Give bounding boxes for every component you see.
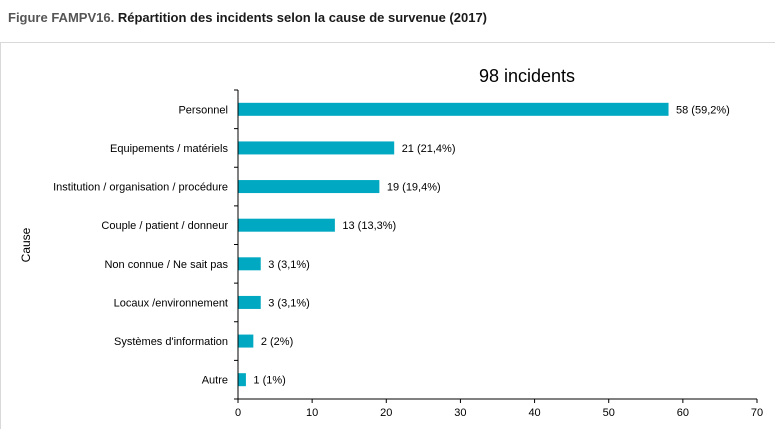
bar — [238, 257, 261, 271]
bar — [238, 218, 335, 232]
category-label: Non connue / Ne sait pas — [104, 259, 228, 271]
category-label: Couple / patient / donneur — [101, 220, 228, 232]
bar — [238, 334, 254, 348]
bar — [238, 373, 246, 387]
figure-number: Figure FAMPV16. — [8, 10, 115, 25]
category-label: Personnel — [178, 104, 228, 116]
category-label: Systèmes d'information — [114, 336, 228, 348]
data-label: 2 (2%) — [261, 336, 293, 348]
bar — [238, 141, 395, 155]
x-tick-label: 20 — [380, 407, 392, 419]
x-tick-label: 30 — [454, 407, 466, 419]
bar — [238, 102, 669, 116]
data-label: 13 (13,3%) — [342, 220, 396, 232]
data-label: 3 (3,1%) — [268, 259, 310, 271]
category-label: Autre — [202, 375, 228, 387]
x-tick-label: 0 — [235, 407, 241, 419]
data-label: 21 (21,4%) — [402, 143, 456, 155]
x-tick-label: 60 — [677, 407, 689, 419]
category-label: Locaux /environnement — [114, 297, 228, 309]
data-label: 19 (19,4%) — [387, 182, 441, 194]
figure-title-text: Répartition des incidents selon la cause… — [117, 10, 488, 25]
category-label: Equipements / matériels — [110, 143, 228, 155]
bar — [238, 295, 261, 309]
x-tick-label: 10 — [306, 407, 318, 419]
category-label: Institution / organisation / procédure — [53, 182, 228, 194]
x-tick-label: 70 — [751, 407, 763, 419]
data-label: 1 (1%) — [253, 375, 285, 387]
data-label: 3 (3,1%) — [268, 297, 310, 309]
figure-title: Figure FAMPV16. Répartition des incident… — [8, 10, 487, 25]
bar — [238, 180, 380, 194]
chart-subtitle: 98 incidents — [479, 66, 575, 86]
x-tick-label: 50 — [603, 407, 615, 419]
chart-frame — [0, 42, 775, 429]
y-axis-title: Cause — [19, 227, 33, 262]
x-tick-label: 40 — [528, 407, 540, 419]
data-label: 58 (59,2%) — [676, 104, 730, 116]
